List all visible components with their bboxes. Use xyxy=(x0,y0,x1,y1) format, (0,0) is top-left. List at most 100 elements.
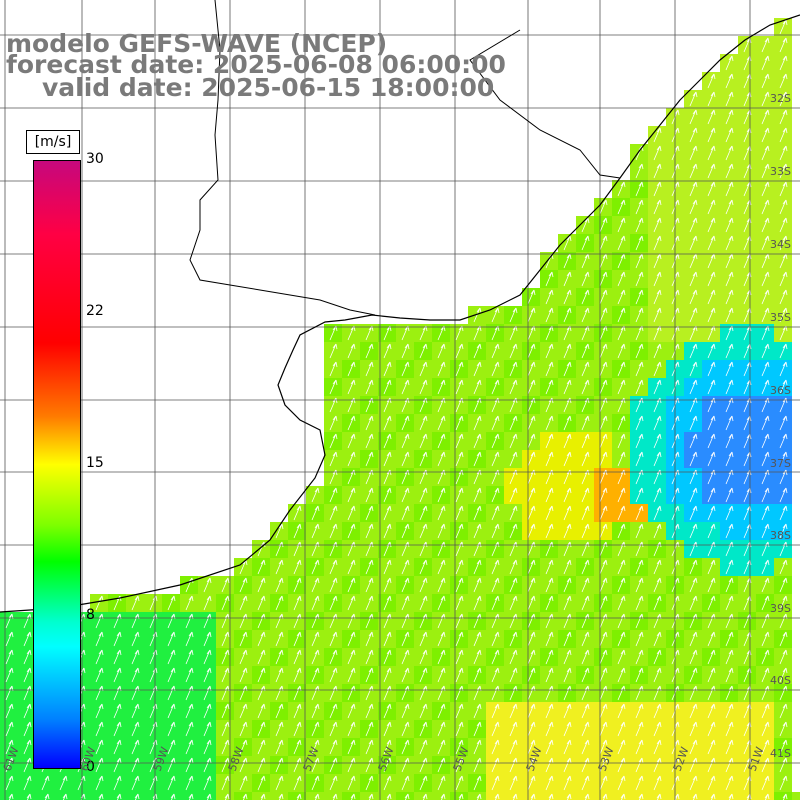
wind-arrow xyxy=(689,199,698,215)
wind-arrow xyxy=(293,577,302,593)
wind-arrow xyxy=(257,757,266,773)
wind-arrow xyxy=(275,559,284,575)
wind-arrow xyxy=(473,739,482,755)
country-border xyxy=(189,0,376,316)
wind-arrow xyxy=(509,775,518,791)
wind-arrow xyxy=(707,73,716,89)
wind-arrow xyxy=(599,775,608,791)
wind-arrow xyxy=(779,109,788,125)
wind-arrow xyxy=(221,649,230,665)
wind-arrow xyxy=(548,793,554,800)
wind-arrow xyxy=(383,487,392,503)
wind-arrow xyxy=(455,451,464,467)
wind-arrow xyxy=(473,379,482,395)
wind-arrow xyxy=(725,595,734,611)
wind-arrow xyxy=(509,433,518,449)
wind-arrow xyxy=(689,559,698,575)
wind-arrow xyxy=(437,451,446,467)
wind-arrow xyxy=(278,793,284,800)
wind-arrow xyxy=(635,217,644,233)
wind-arrow xyxy=(545,487,554,503)
wind-arrow xyxy=(455,487,464,503)
wind-arrow xyxy=(167,721,176,737)
wind-arrow xyxy=(5,649,14,665)
wind-arrow xyxy=(581,595,590,611)
wind-arrow xyxy=(167,649,176,665)
colorbar-tick-30: 30 xyxy=(86,151,104,167)
wind-cell xyxy=(252,792,270,800)
wind-arrow xyxy=(725,217,734,233)
wind-arrow xyxy=(401,757,410,773)
wind-arrow xyxy=(185,757,194,773)
wind-arrow xyxy=(707,91,716,107)
wind-arrow xyxy=(635,595,644,611)
wind-arrow xyxy=(509,739,518,755)
wind-arrow xyxy=(239,649,248,665)
wind-arrow xyxy=(635,415,644,431)
wind-arrow xyxy=(437,487,446,503)
wind-arrow xyxy=(617,523,626,539)
wind-arrow xyxy=(455,631,464,647)
wind-arrow xyxy=(653,235,662,251)
wind-arrow xyxy=(170,793,176,800)
wind-arrow xyxy=(365,721,374,737)
wind-arrow xyxy=(725,433,734,449)
wind-arrow xyxy=(311,775,320,791)
wind-arrow xyxy=(635,163,644,179)
wind-arrow xyxy=(707,757,716,773)
wind-arrow xyxy=(761,523,770,539)
wind-arrow xyxy=(707,235,716,251)
wind-arrow xyxy=(293,595,302,611)
wind-arrow xyxy=(167,631,176,647)
wind-arrow xyxy=(545,433,554,449)
wind-arrow xyxy=(779,91,788,107)
wind-arrow xyxy=(761,361,770,377)
wind-arrow xyxy=(563,757,572,773)
wind-arrow xyxy=(401,361,410,377)
wind-arrow xyxy=(527,415,536,431)
wind-arrow xyxy=(491,451,500,467)
wind-arrow xyxy=(527,289,536,305)
wind-arrow xyxy=(455,721,464,737)
wind-arrow xyxy=(512,793,518,800)
wind-arrow xyxy=(635,559,644,575)
wind-arrow xyxy=(545,667,554,683)
wind-cell xyxy=(198,792,216,800)
wind-arrow xyxy=(383,577,392,593)
wind-arrow xyxy=(779,37,788,53)
wind-arrow xyxy=(581,415,590,431)
wind-arrow xyxy=(779,703,788,719)
lat-label: 32S xyxy=(770,92,791,105)
wind-arrow xyxy=(221,703,230,719)
wind-arrow xyxy=(779,199,788,215)
wind-arrow xyxy=(635,703,644,719)
wind-arrow xyxy=(527,451,536,467)
wind-arrow xyxy=(437,703,446,719)
wind-arrow xyxy=(185,721,194,737)
wind-arrow xyxy=(581,253,590,269)
wind-arrow xyxy=(347,667,356,683)
wind-arrow xyxy=(707,739,716,755)
wind-arrow xyxy=(221,595,230,611)
wind-arrow xyxy=(599,595,608,611)
wind-arrow xyxy=(383,595,392,611)
wind-arrow xyxy=(689,91,698,107)
wind-arrow xyxy=(689,703,698,719)
wind-arrow xyxy=(707,559,716,575)
wind-arrow xyxy=(203,595,212,611)
wind-arrow xyxy=(779,253,788,269)
wind-arrow xyxy=(584,793,590,800)
wind-arrow xyxy=(599,577,608,593)
wind-arrow xyxy=(419,595,428,611)
wind-arrow xyxy=(779,73,788,89)
wind-arrow xyxy=(5,721,14,737)
wind-arrow xyxy=(329,451,338,467)
wind-arrow xyxy=(476,793,482,800)
wind-arrow xyxy=(401,451,410,467)
wind-cell xyxy=(486,792,504,800)
wind-cell xyxy=(288,792,306,800)
wind-arrow xyxy=(779,505,788,521)
wind-arrow xyxy=(653,271,662,287)
wind-arrow xyxy=(527,577,536,593)
wind-arrow xyxy=(491,577,500,593)
